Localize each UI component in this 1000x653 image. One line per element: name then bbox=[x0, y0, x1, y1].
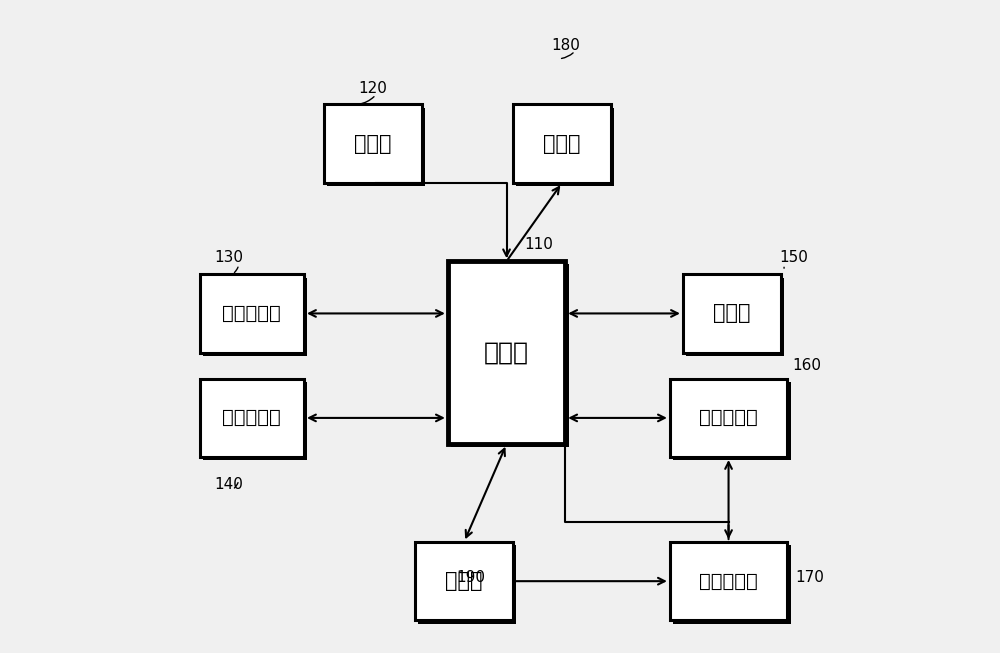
FancyBboxPatch shape bbox=[673, 545, 791, 624]
FancyBboxPatch shape bbox=[670, 379, 787, 457]
FancyBboxPatch shape bbox=[686, 278, 784, 356]
FancyBboxPatch shape bbox=[418, 545, 516, 624]
FancyBboxPatch shape bbox=[200, 274, 304, 353]
Text: 190: 190 bbox=[456, 571, 485, 585]
FancyBboxPatch shape bbox=[516, 108, 614, 186]
FancyBboxPatch shape bbox=[203, 278, 307, 356]
FancyBboxPatch shape bbox=[415, 542, 513, 620]
FancyBboxPatch shape bbox=[200, 379, 304, 457]
FancyBboxPatch shape bbox=[673, 382, 791, 460]
Text: 模型校正部: 模型校正部 bbox=[699, 571, 758, 591]
FancyBboxPatch shape bbox=[203, 382, 307, 460]
FancyBboxPatch shape bbox=[327, 108, 425, 186]
FancyBboxPatch shape bbox=[670, 542, 787, 620]
Text: 输入部: 输入部 bbox=[354, 134, 391, 153]
Text: 140: 140 bbox=[215, 477, 243, 492]
Text: 模型生成部: 模型生成部 bbox=[699, 408, 758, 428]
FancyBboxPatch shape bbox=[451, 264, 569, 447]
Text: 130: 130 bbox=[215, 251, 244, 265]
Text: 150: 150 bbox=[779, 251, 808, 265]
Text: 数据分析部: 数据分析部 bbox=[222, 304, 281, 323]
Text: 控制部: 控制部 bbox=[484, 341, 529, 364]
FancyBboxPatch shape bbox=[324, 104, 422, 183]
Text: 170: 170 bbox=[796, 571, 825, 585]
Text: 运动提取部: 运动提取部 bbox=[222, 408, 281, 428]
Text: 160: 160 bbox=[792, 358, 821, 373]
FancyBboxPatch shape bbox=[513, 104, 611, 183]
Text: 180: 180 bbox=[551, 39, 580, 53]
Text: 模拟部: 模拟部 bbox=[713, 304, 751, 323]
Text: 数据部: 数据部 bbox=[445, 571, 483, 591]
Text: 输出部: 输出部 bbox=[543, 134, 581, 153]
Text: 110: 110 bbox=[525, 238, 554, 252]
FancyBboxPatch shape bbox=[448, 261, 565, 444]
Text: 120: 120 bbox=[358, 81, 387, 95]
FancyBboxPatch shape bbox=[683, 274, 781, 353]
